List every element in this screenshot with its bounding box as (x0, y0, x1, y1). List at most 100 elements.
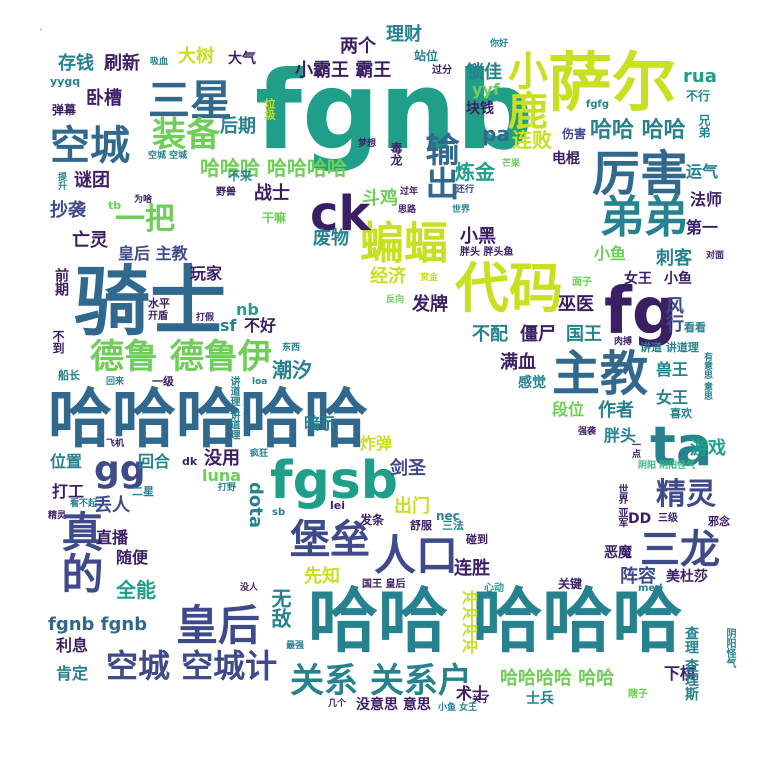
word: 无敌 (268, 588, 292, 628)
word: 刷新 (104, 53, 140, 74)
word: 运气 (686, 162, 719, 181)
word: 第一 (686, 218, 719, 237)
word: 开盾 (148, 311, 168, 322)
word: dota (245, 482, 266, 529)
word: 过分 (432, 65, 452, 76)
word: 不好 (244, 316, 277, 335)
word: 查理 查理斯 (683, 626, 699, 701)
word: 精灵 (656, 477, 716, 512)
word: 面子 (572, 277, 592, 288)
word: 打工 (52, 482, 85, 501)
word: 全能 (116, 578, 156, 602)
word: fg (604, 275, 678, 349)
word: 不配 (472, 324, 508, 345)
word: 毒龙 (389, 142, 403, 166)
word: 肯定 (56, 664, 89, 683)
word: 兽王 (656, 360, 689, 379)
word: 谜团 (74, 170, 110, 191)
word: 二星 (132, 485, 154, 498)
word: 小鱼 女王 (438, 703, 478, 713)
word: lei (330, 499, 346, 512)
word: 位置 (50, 452, 83, 471)
word: 一把 (115, 202, 175, 237)
word: 发条 (360, 513, 385, 527)
word: 飞机 (106, 439, 125, 449)
word: 小黑 (460, 226, 496, 247)
word: 没人 (240, 583, 259, 593)
word: 装备 (152, 115, 220, 155)
word: 东西 (282, 343, 301, 353)
word: 锁佳 (466, 62, 502, 83)
word: 亡灵 (72, 230, 108, 251)
word: fgnb (255, 49, 534, 174)
word: 没用 (204, 448, 240, 469)
word: 讲道理 讲道理 (228, 376, 239, 440)
word: 后期 (220, 116, 256, 137)
word: 弹幕 (52, 103, 77, 117)
word: 电棍 (552, 151, 580, 167)
word: 小霸王 霸王 (295, 60, 392, 81)
word: 你好 (490, 39, 509, 49)
word: yygq (50, 75, 81, 88)
word: fgnb fgnb (48, 614, 148, 635)
word: 一级 (152, 375, 174, 388)
word: 回合 (138, 452, 171, 471)
word: 潮汐 (272, 358, 312, 382)
word: 打野 (218, 483, 237, 493)
word: pa (482, 122, 510, 146)
word: 下棋 (664, 664, 697, 683)
word: 经济 (370, 266, 406, 287)
word: 思路 (398, 205, 417, 215)
word: 哈哈 哈哈 (590, 118, 686, 143)
word: 哈哈哈哈哈 (48, 383, 368, 457)
word: fgfg (586, 99, 610, 110)
word: 冲冲冲冲 (459, 590, 478, 654)
word: 瞎子 (628, 689, 648, 700)
word: 哈哈 哈哈哈 (308, 580, 683, 662)
word: 炸弹 (360, 434, 393, 453)
word: 胖头 (604, 426, 637, 445)
word: 船长 (58, 369, 80, 382)
word: 打假 (196, 313, 215, 323)
word: 小鱼 (594, 244, 627, 263)
word: 巫医 (558, 294, 594, 315)
word: 有意思 意思 (702, 352, 712, 401)
word: 哈哈哈 哈哈哈哈 (200, 156, 347, 180)
word: 女王 (624, 271, 652, 287)
word: 垃圾 (263, 98, 276, 120)
word: 关了 (472, 695, 491, 705)
word: 发牌 (412, 294, 448, 315)
word: 关键 (558, 577, 583, 591)
word: 空城 空城计 (106, 647, 278, 685)
word: 讲道 讲道理 (640, 341, 699, 354)
word: 废物 (313, 228, 349, 249)
word: sb (272, 507, 286, 518)
word: 连胜 (454, 558, 490, 579)
word: 利息 (56, 636, 89, 655)
word: 为啥 (134, 195, 153, 205)
word: 剑圣 (390, 458, 426, 479)
word: 卧槽 (86, 88, 122, 109)
word: 出门 (394, 496, 430, 517)
word: 厉害 (592, 146, 689, 202)
word: 一点 (630, 440, 640, 458)
word: 阴阳怪气 (724, 628, 735, 668)
word: 皇后 (176, 601, 261, 650)
word: 理财 (386, 24, 422, 45)
word: 恶魔 (604, 545, 632, 561)
word: 看不起 (70, 499, 98, 509)
word: 最强 (286, 641, 305, 651)
word: 几个 (328, 699, 347, 709)
word: 舒服 (410, 519, 432, 532)
word: dk (182, 455, 198, 468)
word: 主教 (552, 346, 649, 402)
word: 世界 (452, 205, 471, 215)
word: 小鱼 (664, 271, 692, 287)
word: 块钱 (466, 101, 494, 117)
word: 游戏 (690, 438, 726, 459)
word: 美杜莎 (666, 569, 708, 585)
word: 女王 (656, 388, 689, 407)
word: 满血 (500, 352, 536, 373)
word: 术士 (456, 684, 489, 703)
